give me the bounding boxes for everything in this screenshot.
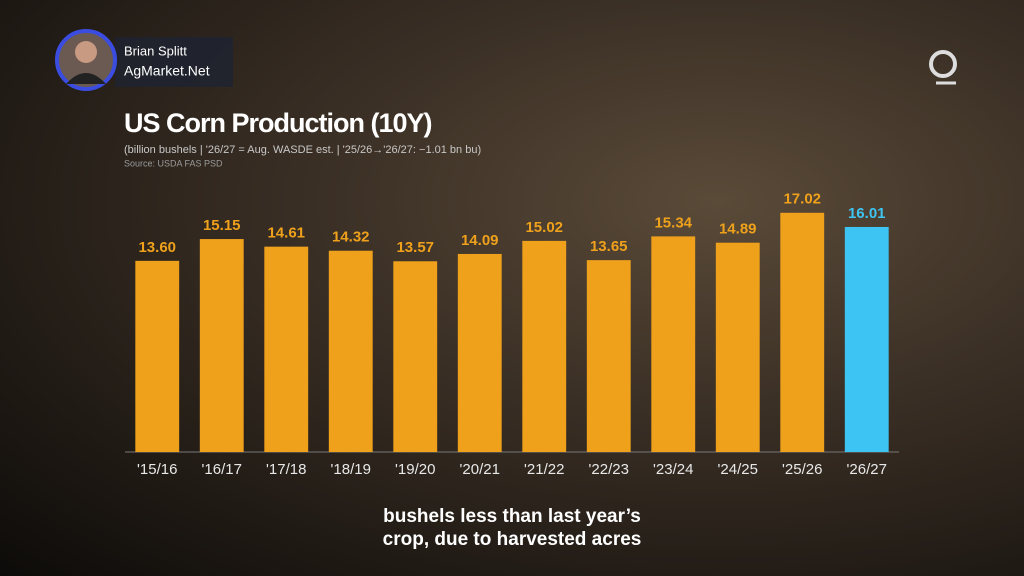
x-tick-label: '26/27 (847, 461, 887, 478)
x-tick-label: '21/22 (524, 461, 564, 478)
value-label: 14.32 (332, 229, 370, 246)
value-label: 13.57 (396, 239, 434, 256)
value-label: 15.34 (654, 214, 692, 231)
chart-subtitle: (billion bushels | '26/27 = Aug. WASDE e… (124, 144, 481, 156)
x-tick-label: '20/21 (460, 461, 500, 478)
value-label: 17.02 (783, 191, 821, 208)
value-label: 15.15 (203, 217, 241, 234)
avatar-face (75, 41, 97, 63)
bar (457, 253, 502, 452)
value-label: 14.09 (461, 232, 499, 249)
bar (715, 242, 760, 452)
x-tick-label: '15/16 (137, 461, 177, 478)
bar (135, 260, 180, 452)
caption-line: crop, due to harvested acres (383, 529, 642, 550)
bar (199, 239, 244, 452)
value-label: 16.01 (848, 205, 886, 222)
bar (651, 236, 696, 452)
x-tick-label: '18/19 (331, 461, 371, 478)
value-label: 15.02 (525, 219, 563, 236)
chart-source: Source: USDA FAS PSD (124, 158, 223, 168)
presenter-box (115, 37, 233, 87)
avatar-body (66, 73, 106, 84)
logo (929, 50, 957, 78)
value-label: 13.65 (590, 238, 628, 255)
value-label: 13.60 (138, 239, 176, 256)
presenter-name: Brian Splitt (124, 43, 187, 58)
x-tick-label: '16/17 (202, 461, 242, 478)
x-tick-label: '22/23 (589, 461, 629, 478)
bar (844, 226, 889, 452)
x-tick-label: '25/26 (782, 461, 822, 478)
bar (264, 246, 309, 452)
bar (780, 212, 825, 452)
bar (393, 261, 438, 452)
caption-line: bushels less than last year’s (383, 506, 641, 527)
x-tick-label: '23/24 (653, 461, 693, 478)
x-tick-label: '24/25 (718, 461, 758, 478)
bar (586, 260, 631, 452)
x-tick-label: '17/18 (266, 461, 306, 478)
chart-title: US Corn Production (10Y) (124, 108, 432, 138)
presenter-company: AgMarket.Net (124, 63, 210, 79)
value-label: 14.61 (267, 225, 305, 242)
bar (522, 240, 567, 452)
value-label: 14.89 (719, 221, 757, 238)
bar (328, 250, 373, 452)
x-tick-label: '19/20 (395, 461, 435, 478)
